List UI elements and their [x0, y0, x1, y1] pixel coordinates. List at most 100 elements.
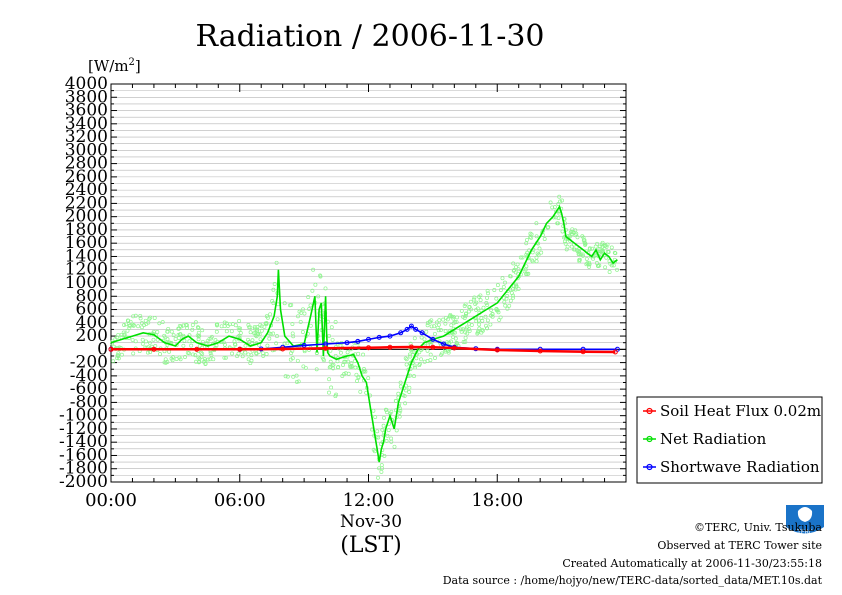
- scatter-point: [535, 251, 540, 256]
- scatter-point: [130, 337, 135, 342]
- scatter-point: [296, 314, 300, 319]
- scatter-point: [483, 314, 488, 319]
- scatter-point: [407, 352, 412, 357]
- scatter-point: [189, 343, 194, 348]
- series-point: [237, 346, 243, 352]
- scatter-point: [253, 331, 258, 335]
- scatter-point: [152, 316, 157, 320]
- scatter-point: [583, 241, 588, 246]
- scatter-point: [461, 340, 466, 344]
- scatter-point: [171, 354, 176, 359]
- scatter-point: [412, 374, 416, 379]
- scatter-point: [223, 355, 228, 360]
- series-point: [451, 345, 457, 351]
- scatter-point: [249, 358, 254, 363]
- legend-swatch-marker: [646, 463, 653, 471]
- scatter-point: [548, 200, 553, 205]
- scatter-point: [147, 340, 152, 345]
- scatter-point: [471, 297, 476, 302]
- scatter-point: [463, 313, 468, 318]
- scatter-point: [167, 349, 172, 354]
- scatter-point: [377, 466, 382, 471]
- series-point: [366, 336, 371, 342]
- scatter-point: [142, 323, 146, 328]
- scatter-point: [185, 326, 190, 330]
- scatter-point: [327, 365, 332, 370]
- y-tick-label: -400: [70, 366, 108, 386]
- scatter-point: [522, 269, 527, 274]
- scatter-point: [376, 475, 380, 480]
- legend-label: Net Radiation: [660, 430, 767, 448]
- scatter-point: [573, 233, 578, 238]
- scatter-point: [288, 357, 293, 362]
- scatter-point: [511, 268, 516, 273]
- scatter-point: [171, 333, 176, 338]
- scatter-point: [254, 334, 259, 339]
- scatter-point: [295, 358, 300, 363]
- scatter-point: [497, 317, 502, 322]
- scatter-point: [354, 372, 359, 377]
- scatter-point: [329, 385, 334, 390]
- scatter-point: [131, 351, 136, 356]
- scatter-point: [448, 312, 453, 317]
- chart-title: Radiation / 2006-11-30: [195, 19, 544, 54]
- scatter-point: [425, 321, 430, 325]
- scatter-point: [316, 294, 321, 299]
- scatter-point: [327, 377, 332, 382]
- scatter-point: [140, 341, 145, 346]
- scatter-point: [345, 350, 350, 355]
- scatter-point: [591, 256, 596, 261]
- scatter-point: [222, 320, 227, 325]
- scatter-point: [434, 320, 439, 325]
- scatter-point: [116, 351, 121, 356]
- scatter-point: [560, 198, 564, 203]
- series-point: [355, 338, 361, 344]
- scatter-point: [408, 373, 412, 378]
- scatter-point: [196, 355, 201, 360]
- scatter-point: [515, 262, 520, 267]
- y-tick-label: -800: [70, 392, 108, 412]
- scatter-point: [190, 323, 195, 327]
- y-tick-label: 200: [76, 326, 108, 346]
- y-tick-label: 4000: [65, 74, 108, 94]
- scatter-point: [560, 229, 565, 234]
- scatter-point: [534, 259, 539, 264]
- scatter-point: [203, 358, 208, 363]
- scatter-point: [481, 305, 486, 310]
- series-point: [413, 326, 419, 332]
- scatter-point: [466, 309, 471, 314]
- series-point: [419, 330, 425, 336]
- scatter-point: [133, 313, 138, 318]
- scatter-point: [353, 365, 358, 370]
- scatter-point: [604, 244, 609, 249]
- scatter-point: [608, 261, 613, 266]
- scatter-point: [477, 294, 481, 299]
- grid-lines: [111, 83, 626, 483]
- scatter-point: [503, 280, 507, 285]
- series-point: [408, 344, 414, 350]
- legend: Soil Heat Flux 0.02m Net Radiation Shortwa…: [636, 396, 823, 484]
- scatter-point: [264, 322, 269, 326]
- scatter-point: [414, 356, 419, 361]
- scatter-point: [208, 351, 213, 355]
- scatter-point: [528, 231, 533, 236]
- x-tick-label: 12:00: [343, 490, 395, 511]
- series-point: [108, 346, 114, 352]
- scatter-point: [557, 194, 562, 199]
- scatter-point: [252, 324, 257, 329]
- scatter-point: [174, 342, 179, 347]
- scatter-point: [593, 253, 598, 258]
- series-point: [366, 345, 371, 351]
- x-tick-label: 00:00: [85, 490, 137, 511]
- scatter-point: [393, 398, 398, 403]
- y-tick-label: 2600: [65, 167, 108, 187]
- scatter-point: [123, 322, 128, 327]
- scatter-point: [115, 356, 120, 361]
- scatter-point: [114, 335, 119, 340]
- scatter-point: [174, 357, 179, 361]
- y-tick-label: -1400: [59, 432, 108, 452]
- scatter-point: [311, 267, 316, 272]
- scatter-point: [611, 263, 616, 268]
- scatter-point: [253, 333, 258, 338]
- scatter-point: [243, 343, 248, 348]
